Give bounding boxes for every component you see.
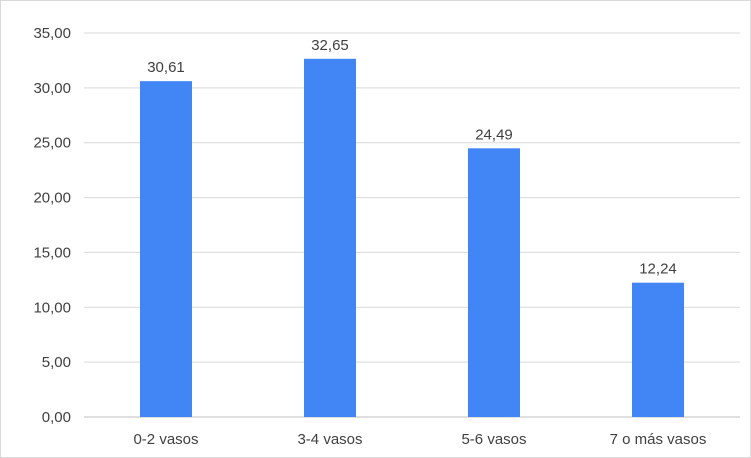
x-category-label: 5-6 vasos — [461, 431, 526, 448]
y-tick-label: 5,00 — [42, 354, 71, 371]
x-category-label: 7 o más vasos — [610, 431, 707, 448]
y-tick-label: 30,00 — [33, 80, 71, 97]
x-category-label: 0-2 vasos — [133, 431, 198, 448]
bar — [632, 282, 684, 417]
bars — [140, 58, 684, 418]
gridlines — [84, 32, 740, 418]
y-axis-ticks: 0,00 5,00 10,00 15,00 20,00 25,00 30,00 35,00 — [33, 25, 71, 426]
data-labels: 30,61 32,65 24,49 12,24 — [147, 37, 677, 278]
data-label: 12,24 — [639, 261, 677, 278]
y-tick-label: 15,00 — [33, 244, 71, 261]
data-label: 32,65 — [311, 37, 349, 54]
data-label: 24,49 — [475, 126, 513, 143]
bar — [140, 81, 192, 417]
bar — [304, 58, 356, 417]
y-tick-label: 25,00 — [33, 135, 71, 152]
y-tick-label: 20,00 — [33, 190, 71, 207]
data-label: 30,61 — [147, 59, 185, 76]
y-tick-label: 35,00 — [33, 25, 71, 42]
x-category-label: 3-4 vasos — [297, 431, 362, 448]
y-tick-label: 0,00 — [42, 409, 71, 426]
x-axis-categories: 0-2 vasos 3-4 vasos 5-6 vasos 7 o más vasos — [133, 431, 706, 448]
y-tick-label: 10,00 — [33, 299, 71, 316]
bar — [468, 148, 520, 418]
